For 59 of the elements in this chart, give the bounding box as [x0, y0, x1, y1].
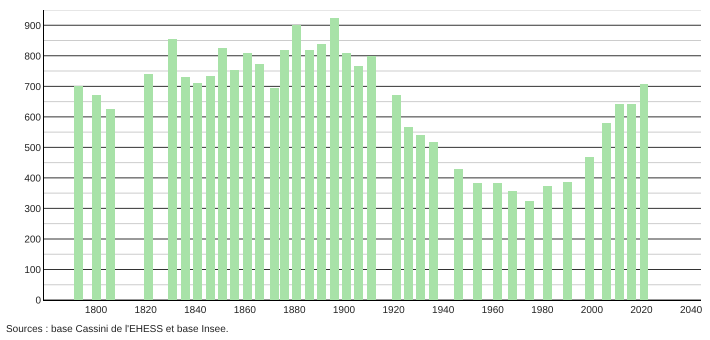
y-tick-label: 100 — [24, 264, 42, 276]
bar — [454, 169, 463, 300]
bar — [181, 77, 190, 300]
bar — [317, 44, 326, 300]
bar — [602, 123, 611, 300]
y-tick-label: 400 — [24, 173, 42, 184]
x-tick-label: 1840 — [184, 305, 207, 316]
bar — [168, 39, 177, 300]
bar — [305, 50, 314, 300]
bar — [493, 183, 502, 300]
x-tick-label: 1920 — [382, 305, 406, 316]
y-tick-label: 900 — [24, 20, 42, 32]
bar — [218, 48, 227, 300]
x-tick-label: 1940 — [432, 305, 455, 316]
bar — [193, 83, 202, 300]
y-tick-label: 600 — [24, 112, 42, 124]
x-tick-label: 1960 — [482, 305, 504, 316]
bar — [392, 95, 401, 300]
x-tick-label: 1820 — [134, 305, 158, 316]
bar — [342, 53, 351, 300]
bar — [144, 74, 153, 300]
x-tick-label: 2000 — [580, 305, 604, 316]
bar — [585, 157, 594, 300]
bar — [330, 18, 339, 300]
bar — [543, 186, 552, 300]
bar — [292, 25, 301, 300]
source-note: Sources : base Cassini de l'EHESS et base Insee. — [6, 324, 229, 335]
bar — [563, 182, 572, 300]
x-tick-label: 1980 — [531, 305, 554, 316]
bar — [615, 104, 624, 300]
x-tick-label: 2020 — [630, 305, 654, 316]
bar — [255, 64, 264, 300]
bar — [354, 66, 363, 300]
x-tick-label: 2040 — [680, 305, 703, 316]
y-tick-label: 500 — [24, 142, 42, 154]
y-tick-label: 800 — [24, 51, 42, 62]
x-tick-label: 1860 — [234, 305, 256, 316]
bar — [243, 53, 252, 300]
bar — [74, 86, 83, 300]
bar — [640, 84, 648, 300]
bar — [230, 70, 239, 300]
bar — [473, 183, 482, 300]
bar — [627, 104, 636, 300]
y-tick-label: 300 — [24, 204, 42, 215]
bar — [106, 109, 115, 300]
bar — [92, 95, 101, 300]
y-tick-label: 0 — [35, 296, 42, 306]
y-tick-label: 200 — [24, 234, 42, 246]
bar — [206, 76, 215, 300]
bar — [367, 56, 376, 300]
x-tick-label: 1900 — [332, 305, 356, 316]
bar — [508, 191, 517, 300]
bar — [416, 135, 425, 300]
y-tick-label: 700 — [24, 82, 42, 93]
bar — [429, 142, 438, 300]
x-tick-label: 1800 — [84, 305, 108, 316]
bar — [525, 201, 534, 300]
x-tick-label: 1880 — [283, 305, 306, 316]
bar — [404, 127, 413, 300]
